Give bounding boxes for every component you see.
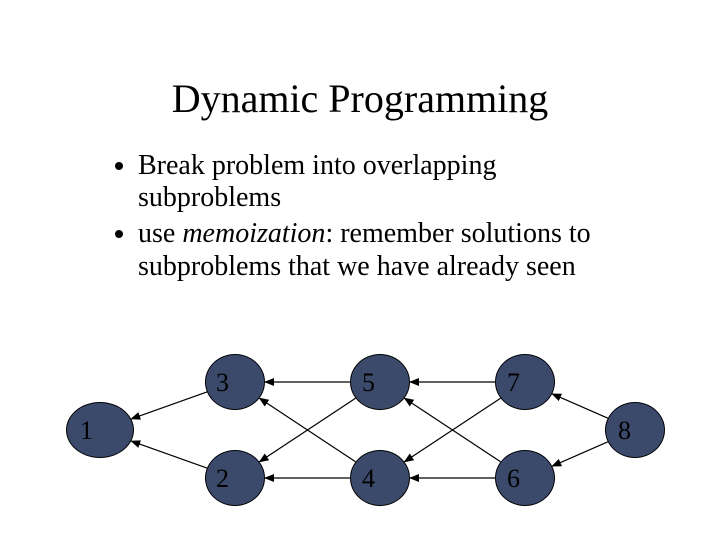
node-4	[350, 450, 410, 506]
node-3	[205, 354, 265, 410]
slide-title: Dynamic Programming	[0, 75, 720, 122]
bullet-item: Break problem into overlapping subproble…	[138, 150, 630, 214]
bullet-text-pre: use	[138, 218, 182, 249]
node-8	[605, 402, 665, 458]
node-label-3: 3	[216, 368, 229, 398]
edge-3-1	[131, 392, 207, 419]
edge-2-1	[131, 441, 207, 468]
node-label-7: 7	[507, 368, 520, 398]
edge-8-6	[552, 442, 608, 466]
node-6	[495, 450, 555, 506]
node-label-5: 5	[362, 368, 375, 398]
node-5	[350, 354, 410, 410]
node-1	[66, 402, 134, 458]
dp-dag-diagram: 1 3 2 5 4 7 6 8	[60, 340, 660, 520]
node-2	[205, 450, 265, 506]
node-label-6: 6	[507, 464, 520, 494]
bullet-list: Break problem into overlapping subproble…	[110, 150, 630, 287]
node-7	[495, 354, 555, 410]
node-label-2: 2	[216, 464, 229, 494]
edge-8-7	[552, 394, 608, 418]
node-label-1: 1	[80, 416, 93, 446]
node-label-4: 4	[362, 464, 375, 494]
bullet-item: use memoization: remember solutions to s…	[138, 218, 630, 282]
node-label-8: 8	[618, 416, 631, 446]
bullet-text-em: memoization	[182, 218, 325, 249]
bullet-text-pre: Break problem into overlapping subproble…	[138, 150, 496, 213]
